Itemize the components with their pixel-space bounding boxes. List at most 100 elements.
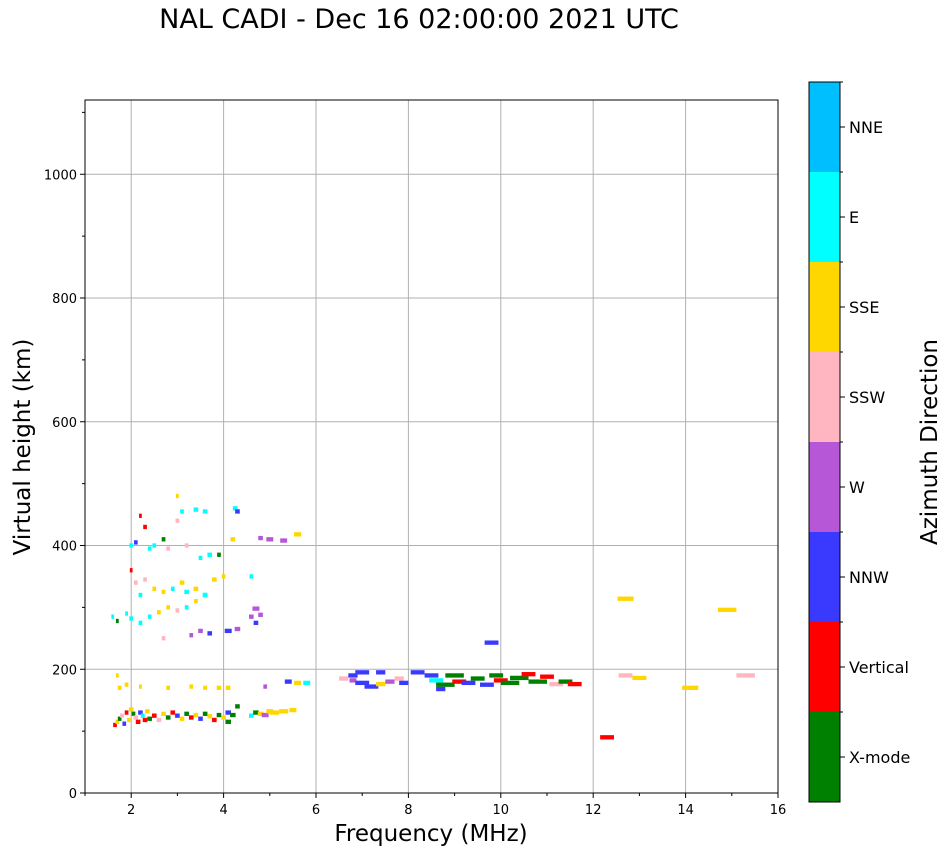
data-point [348,673,358,678]
data-point [493,678,508,683]
data-point [202,509,208,514]
data-point [202,592,208,598]
data-point [349,678,357,683]
y-axis-label: Virtual height (km) [10,339,36,556]
data-point [170,586,175,591]
data-point [207,714,213,719]
data-point [128,707,134,712]
y-tick-label: 1000 [44,168,77,183]
data-point [198,555,203,561]
data-point [115,673,119,678]
data-point [303,680,311,686]
data-point [217,552,221,557]
y-tick-label: 400 [52,540,77,555]
data-point [258,612,263,617]
data-point [166,685,171,690]
data-point [682,685,699,690]
data-point [289,707,297,713]
data-point [376,681,386,687]
data-point [139,513,142,518]
data-point [138,710,143,715]
data-point [133,540,138,545]
data-point [133,715,139,720]
data-point [139,684,142,689]
colorbar-frame [808,81,841,803]
colorbar-segment [809,532,840,622]
data-point [230,537,236,542]
data-point [294,532,301,537]
data-point [166,605,171,610]
data-point [176,493,179,499]
data-point [152,586,157,591]
y-tick-label: 600 [52,416,77,431]
data-point [600,735,614,740]
data-point [212,577,217,582]
data-point [567,681,582,687]
data-point [249,713,254,718]
data-point [165,715,171,720]
x-tick-label: 12 [585,803,602,818]
data-point [120,713,124,718]
data-point [216,685,222,690]
data-point [269,710,280,715]
data-point [549,681,564,687]
x-tick-label: 14 [677,803,694,818]
data-point [198,628,203,634]
data-point [230,712,236,718]
data-point [175,713,180,718]
data-point [175,518,180,523]
data-point [193,507,199,512]
data-point [436,682,455,687]
data-point [225,710,231,715]
data-point [179,580,185,585]
data-point [221,574,226,579]
data-point [117,685,122,690]
colorbar-segment [809,622,840,712]
data-point [207,552,213,557]
data-point [198,716,203,721]
data-point [221,715,226,720]
data-point [194,599,198,604]
data-point [184,543,189,548]
data-point [145,709,150,714]
data-point [252,606,260,611]
data-point [717,607,737,613]
data-point [140,713,145,718]
data-point [216,712,222,718]
data-point [736,673,755,678]
data-point [266,537,274,542]
data-point [429,678,444,683]
colorbar-segment [809,712,840,802]
data-point [436,686,446,692]
data-point [184,711,189,716]
data-point [225,685,231,690]
data-point [207,631,213,636]
data-point [364,684,379,689]
data-point [147,716,152,721]
data-point [184,589,189,595]
data-point [617,596,634,601]
data-point [235,509,240,514]
data-point [111,614,115,619]
colorbar: X-mode Vertical NNW W SSW SSE E NNE [808,81,910,803]
data-point [142,717,148,723]
data-point [193,586,199,591]
data-point [124,682,129,687]
data-point [261,712,269,718]
data-point [528,679,547,684]
data-point [138,620,143,626]
data-point [161,537,166,542]
data-point [184,605,189,610]
data-point [234,626,241,632]
data-point [355,680,370,686]
data-point [115,618,119,624]
data-point [125,611,128,616]
data-point [180,509,184,514]
data-point [294,680,301,686]
data-point [147,614,152,619]
data-point [129,616,134,621]
data-point [284,679,292,684]
data-point [143,577,147,582]
colorbar-segment [809,82,840,172]
